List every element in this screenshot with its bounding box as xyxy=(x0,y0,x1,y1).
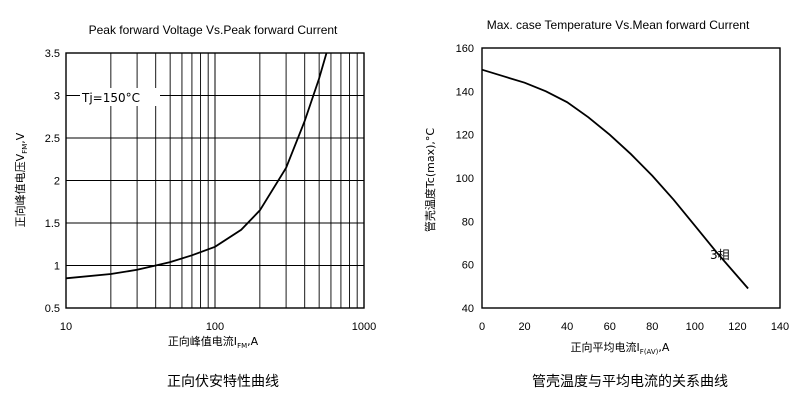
chart1-x-tick-label: 1000 xyxy=(352,321,376,333)
chart2-x-tick-label: 40 xyxy=(561,321,573,333)
chart1-x-axis-label: 正向峰值电流IFM,A xyxy=(168,334,259,350)
chart2-xlabel-unit: ,A xyxy=(658,341,669,354)
chart1-plot-frame xyxy=(65,52,365,309)
forward-voltage-chart: Peak forward Voltage Vs.Peak forward Cur… xyxy=(13,23,376,390)
chart1-y-tick-label: 1.5 xyxy=(45,218,60,230)
chart2-x-ticks: 0 20 40 60 80 100 120 140 xyxy=(479,321,789,333)
chart1-x-ticks: 10 100 1000 xyxy=(60,321,376,333)
chart2-y-tick-label: 60 xyxy=(462,260,474,272)
chart1-x-tick-label: 10 xyxy=(60,321,72,333)
chart1-grid xyxy=(66,53,364,308)
chart2-xlabel-main: 正向平均电流I xyxy=(571,340,640,354)
chart1-y-axis-label: 正向峰值电压VFM,V xyxy=(13,132,29,227)
chart2-x-tick-label: 60 xyxy=(604,321,616,333)
chart2-y-tick-label: 160 xyxy=(456,43,474,55)
chart1-ylabel-sub: FM xyxy=(21,144,29,154)
chart2-x-tick-label: 20 xyxy=(518,321,530,333)
chart1-title: Peak forward Voltage Vs.Peak forward Cur… xyxy=(89,23,338,37)
chart2-xlabel-sub: F(AV) xyxy=(640,348,659,356)
chart2-series-line xyxy=(481,68,749,290)
chart2-x-axis-label: 正向平均电流IF(AV),A xyxy=(571,340,670,356)
chart1-y-tick-label: 2.5 xyxy=(45,133,60,145)
chart2-y-axis-label: 管壳温度Tc(max),°C xyxy=(423,128,437,232)
chart2-caption: 管壳温度与平均电流的关系曲线 xyxy=(532,373,728,390)
chart2-title: Max. case Temperature Vs.Mean forward Cu… xyxy=(487,18,750,32)
chart2-y-ticks: 40 60 80 100 120 140 160 xyxy=(456,43,474,315)
chart1-series-line xyxy=(65,52,328,280)
chart1-y-tick-label: 2 xyxy=(54,176,60,188)
chart2-x-tick-label: 140 xyxy=(771,321,789,333)
chart1-y-tick-label: 0.5 xyxy=(45,303,60,315)
chart1-y-tick-label: 3.5 xyxy=(45,48,60,60)
chart2-x-tick-label: 80 xyxy=(646,321,658,333)
chart1-y-tick-label: 3 xyxy=(54,91,60,103)
chart1-y-ticks: 0.5 1 1.5 2 2.5 3 3.5 xyxy=(45,48,60,315)
chart1-caption: 正向伏安特性曲线 xyxy=(167,374,279,390)
chart1-x-tick-label: 100 xyxy=(206,321,224,333)
chart1-annotation: Tj=150°C xyxy=(81,91,140,105)
chart1-xlabel-main: 正向峰值电流I xyxy=(168,334,237,348)
chart2-y-tick-label: 80 xyxy=(462,216,474,228)
chart2-x-tick-label: 0 xyxy=(479,321,485,333)
chart1-ylabel-unit: ,V xyxy=(14,132,27,143)
chart1-xlabel-unit: ,A xyxy=(247,335,258,348)
chart1-xlabel-sub: FM xyxy=(237,342,247,350)
chart2-y-tick-label: 120 xyxy=(456,130,474,142)
chart2-y-tick-label: 140 xyxy=(456,86,474,98)
chart2-plot-frame xyxy=(481,47,781,309)
chart2-x-tick-label: 120 xyxy=(728,321,746,333)
chart2-y-tick-label: 100 xyxy=(456,173,474,185)
chart2-annotation: 3相 xyxy=(710,248,730,262)
chart1-y-tick-label: 1 xyxy=(54,261,60,273)
case-temperature-chart: Max. case Temperature Vs.Mean forward Cu… xyxy=(423,18,789,390)
chart1-annotation-background xyxy=(80,88,160,106)
chart2-x-tick-label: 100 xyxy=(686,321,704,333)
chart2-y-tick-label: 40 xyxy=(462,303,474,315)
chart1-ylabel-main: 正向峰值电压V xyxy=(13,153,27,227)
